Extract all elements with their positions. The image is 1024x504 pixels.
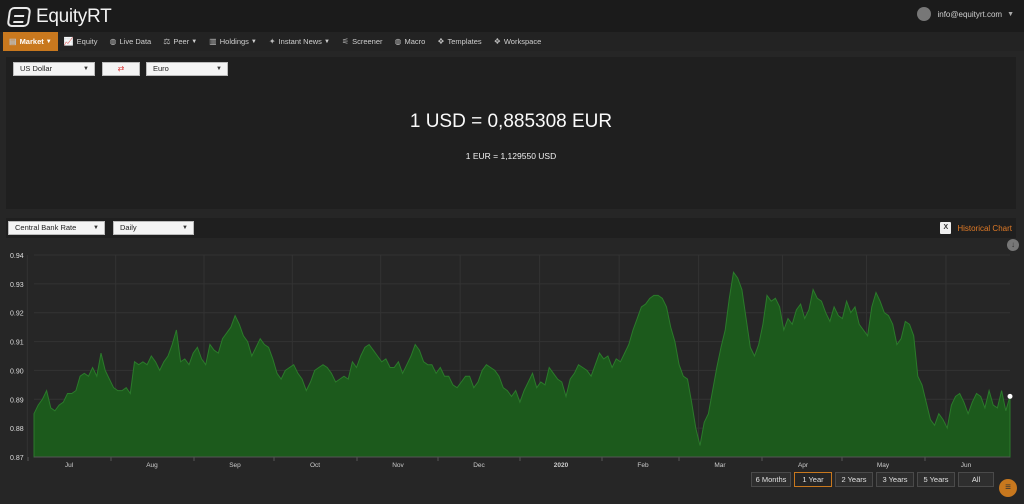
from-currency-value: US Dollar	[20, 64, 53, 73]
y-tick-label: 0.94	[10, 253, 24, 260]
market-icon: ▤	[9, 37, 17, 46]
y-tick-label: 0.87	[10, 455, 24, 462]
nav-label: Live Data	[119, 37, 152, 46]
currency-converter: US Dollar ▼ ⇄ Euro ▼ 1 USD = 0,885308 EU…	[6, 57, 1016, 209]
chevron-down-icon: ▼	[250, 38, 257, 45]
chevron-down-icon: ▼	[1007, 10, 1014, 18]
x-tick-label: Jul	[65, 462, 74, 469]
globe-icon: ◍	[394, 37, 402, 46]
conversion-rate: 1 USD = 0,885308 EUR	[409, 111, 613, 132]
brand-logo[interactable]: EquityRT	[6, 6, 112, 28]
menu-icon[interactable]: ≡	[999, 479, 1017, 497]
y-tick-label: 0.93	[10, 282, 24, 289]
download-icon[interactable]: ↓	[1007, 239, 1019, 251]
chevron-down-icon: ▼	[216, 66, 222, 72]
x-tick-label: 2020	[554, 462, 569, 469]
x-tick-label: Dec	[473, 462, 485, 469]
chevron-down-icon: ▼	[93, 225, 99, 231]
swap-icon: ⇄	[117, 64, 125, 73]
range-button-all[interactable]: All	[958, 472, 994, 487]
user-email: info@equityrt.com	[937, 9, 1003, 19]
chevron-down-icon: ▼	[323, 38, 330, 45]
exchange-rate-chart: 0.87 0.88 0.89 0.90 0.91 0.92 0.93 0.94 Jul Aug Se…	[10, 253, 1013, 469]
x-tick-label: Oct	[310, 462, 320, 469]
globe-icon: ◍	[109, 37, 117, 46]
main-nav: ▤ Market ▼ 📈 Equity ◍ Live Data ⚖ Peer ▼ ▥ Holdings…	[0, 32, 1024, 51]
x-tick-label: Jun	[961, 462, 972, 469]
chevron-down-icon: ▼	[83, 66, 89, 72]
chart-icon: 📈	[63, 37, 74, 46]
rate-type-select[interactable]: Central Bank Rate ▼	[8, 221, 105, 235]
nav-label: Templates	[447, 37, 482, 46]
holdings-icon: ▥	[209, 37, 217, 46]
nav-label: Screener	[352, 37, 383, 46]
range-button-5-years[interactable]: 5 Years	[917, 472, 955, 487]
x-tick-label: Mar	[714, 462, 726, 469]
y-tick-label: 0.92	[10, 311, 24, 318]
range-button-2-years[interactable]: 2 Years	[835, 472, 873, 487]
chevron-down-icon: ▼	[191, 38, 198, 45]
x-tick-label: Apr	[798, 462, 809, 469]
x-tick-label: May	[877, 462, 890, 469]
nav-item-holdings[interactable]: ▥ Holdings ▼	[203, 32, 263, 51]
brand-name: EquityRT	[36, 6, 112, 27]
nav-label: Instant News	[278, 37, 322, 46]
x-tick-label: Sep	[229, 462, 241, 469]
workspace-icon: ❖	[493, 37, 501, 46]
nav-item-macro[interactable]: ◍ Macro	[389, 32, 432, 51]
nav-label: Holdings	[219, 37, 249, 46]
to-currency-select[interactable]: Euro ▼	[146, 62, 228, 76]
range-button-3-years[interactable]: 3 Years	[876, 472, 914, 487]
historical-chart-link[interactable]: X Historical Chart	[940, 222, 1012, 234]
range-selector: 6 Months 1 Year 2 Years 3 Years 5 Years All	[751, 472, 997, 487]
nav-item-screener[interactable]: ⚟ Screener	[336, 32, 389, 51]
excel-icon: X	[940, 222, 952, 234]
from-currency-select[interactable]: US Dollar ▼	[13, 62, 95, 76]
nav-item-instant-news[interactable]: ✦ Instant News ▼	[263, 32, 336, 51]
nav-label: Equity	[76, 37, 98, 46]
x-tick-label: Aug	[146, 462, 158, 469]
nav-label: Market	[19, 37, 44, 46]
x-tick-label: Nov	[392, 462, 404, 469]
series-area	[33, 271, 1011, 458]
to-currency-value: Euro	[153, 64, 169, 73]
chevron-down-icon: ▼	[45, 38, 52, 45]
swap-currencies-button[interactable]: ⇄	[102, 62, 140, 76]
templates-icon: ❖	[437, 37, 445, 46]
y-tick-label: 0.88	[10, 426, 24, 433]
news-icon: ✦	[268, 37, 276, 46]
rate-type-value: Central Bank Rate	[15, 223, 77, 232]
nav-label: Macro	[404, 37, 426, 46]
top-bar: EquityRT info@equityrt.com ▼	[0, 0, 1024, 32]
chart-toolbar: Central Bank Rate ▼ Daily ▼ X Historical…	[6, 218, 1016, 238]
y-tick-label: 0.89	[10, 397, 24, 404]
range-button-1-year[interactable]: 1 Year	[794, 472, 832, 487]
frequency-value: Daily	[120, 223, 137, 232]
frequency-select[interactable]: Daily ▼	[113, 221, 194, 235]
nav-item-equity[interactable]: 📈 Equity	[58, 32, 104, 51]
last-point-marker	[1007, 393, 1013, 399]
y-tick-label: 0.90	[10, 368, 24, 375]
x-tick-label: Feb	[637, 462, 649, 469]
inverse-rate: 1 EUR = 1,129550 USD	[465, 151, 557, 161]
y-tick-label: 0.91	[10, 340, 24, 347]
nav-item-peer[interactable]: ⚖ Peer ▼	[157, 32, 203, 51]
nav-label: Workspace	[503, 37, 542, 46]
chart-area: 0.87 0.88 0.89 0.90 0.91 0.92 0.93 0.94 Jul Aug Se…	[0, 240, 1024, 504]
screener-icon: ⚟	[341, 37, 350, 46]
nav-item-workspace[interactable]: ❖ Workspace	[488, 32, 548, 51]
historical-chart-label: Historical Chart	[957, 223, 1012, 233]
nav-item-templates[interactable]: ❖ Templates	[431, 32, 487, 51]
range-button-6-months[interactable]: 6 Months	[751, 472, 791, 487]
nav-item-market[interactable]: ▤ Market ▼	[3, 32, 58, 51]
logo-icon	[6, 7, 32, 27]
chevron-down-icon: ▼	[182, 225, 188, 231]
nav-item-live-data[interactable]: ◍ Live Data	[104, 32, 158, 51]
nav-label: Peer	[173, 37, 190, 46]
user-menu[interactable]: info@equityrt.com ▼	[917, 7, 1014, 21]
peer-icon: ⚖	[163, 37, 171, 46]
avatar	[917, 7, 932, 21]
